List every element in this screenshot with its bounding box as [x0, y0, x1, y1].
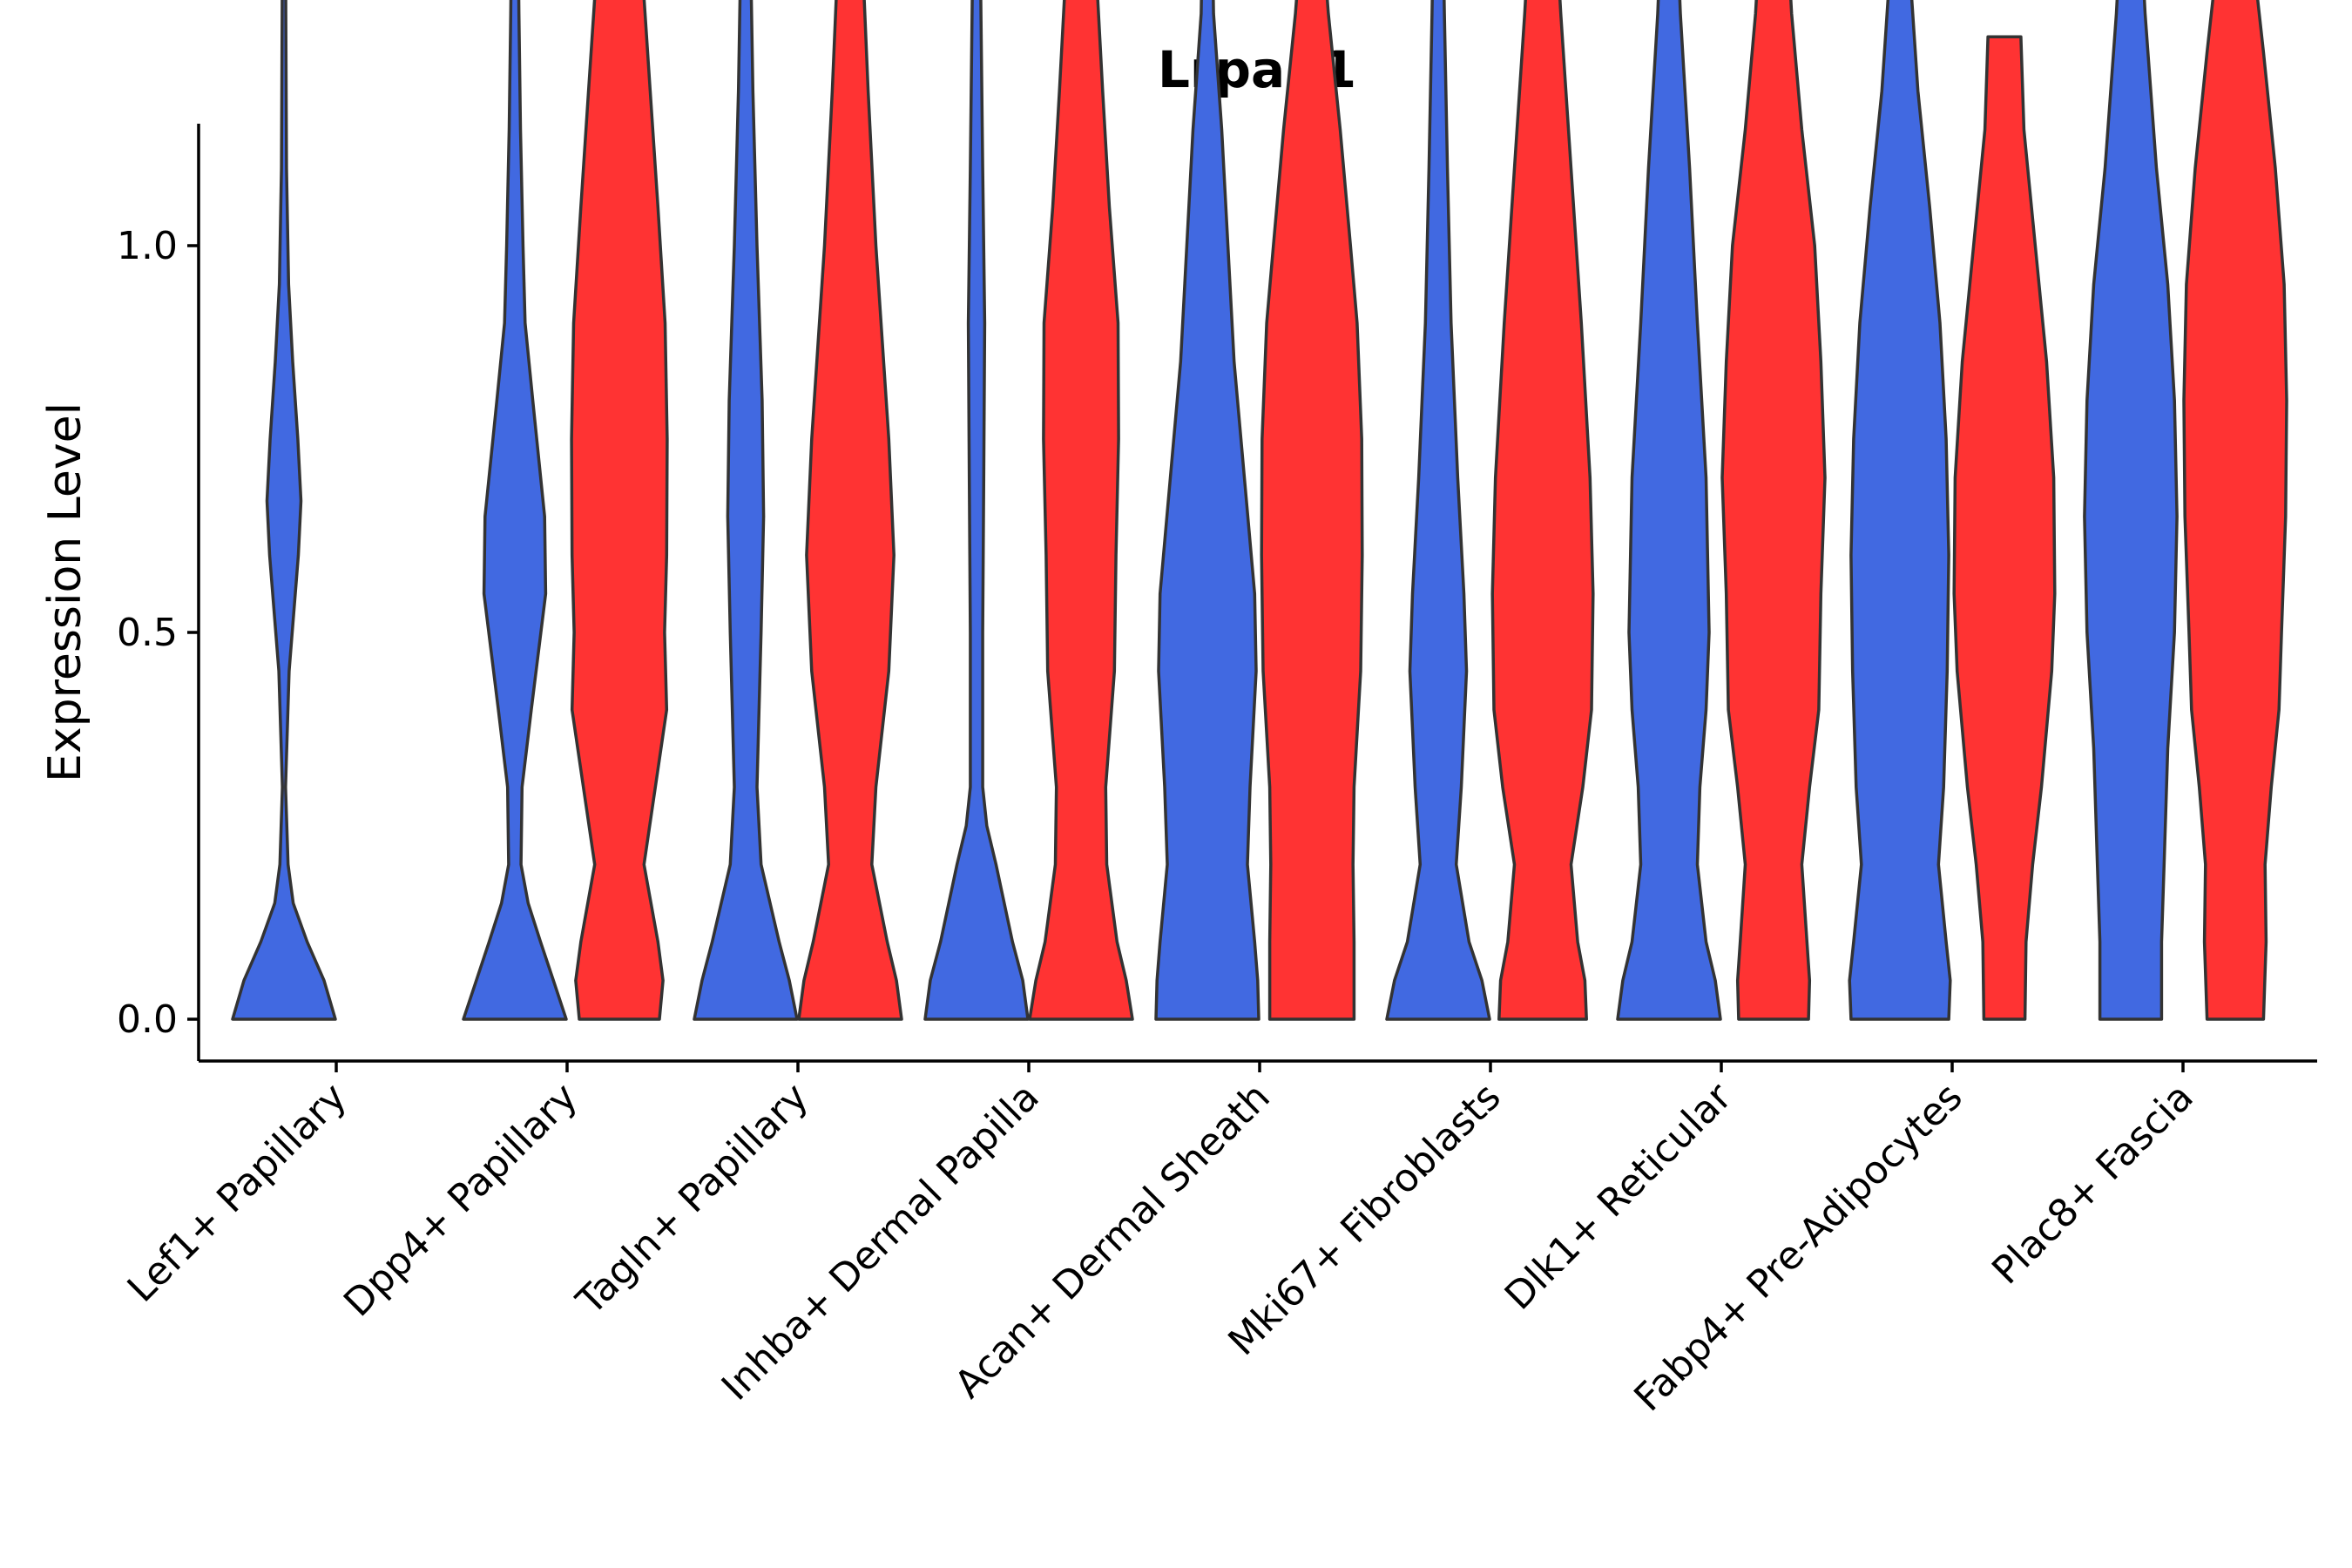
- y-tick-label: 0.0: [117, 997, 178, 1042]
- violin-blue-7: [1616, 0, 1722, 1021]
- violin-red-3: [797, 0, 903, 1021]
- violin-blue-1: [231, 0, 337, 1021]
- y-axis: 0.00.51.01.52.0: [117, 124, 200, 1061]
- violin-red-4: [1028, 0, 1134, 1021]
- x-tick-label: Lef1+ Papillary: [119, 1075, 355, 1311]
- x-tick-label: Tagln+ Papillary: [568, 1075, 817, 1324]
- violin-blue-6: [1385, 0, 1491, 1021]
- violin-blue-5: [1154, 0, 1260, 1021]
- violin-blue-8: [1848, 0, 1952, 1021]
- violin-red-6: [1490, 0, 1595, 1021]
- x-tick-label: Dpp4+ Papillary: [335, 1075, 586, 1326]
- y-tick-label: 0.5: [117, 611, 178, 655]
- violin-red-2: [570, 0, 669, 1021]
- violin-red-8: [1952, 35, 2057, 1021]
- violin-blue-3: [693, 0, 799, 1021]
- violin-blue-4: [923, 0, 1030, 1021]
- violin-red-9: [2182, 0, 2288, 1021]
- x-tick-label: Plac8+ Fascia: [1984, 1075, 2202, 1294]
- violin-blue-2: [462, 0, 568, 1021]
- violin-blue-9: [2083, 0, 2179, 1021]
- y-axis-label: Expression Level: [39, 402, 91, 782]
- x-tick-label: Dlk1+ Reticular: [1497, 1074, 1741, 1319]
- violin-red-5: [1260, 0, 1364, 1021]
- violins-layer: [231, 0, 2288, 1021]
- violin-red-7: [1720, 0, 1827, 1021]
- y-tick-label: 1.0: [117, 224, 178, 268]
